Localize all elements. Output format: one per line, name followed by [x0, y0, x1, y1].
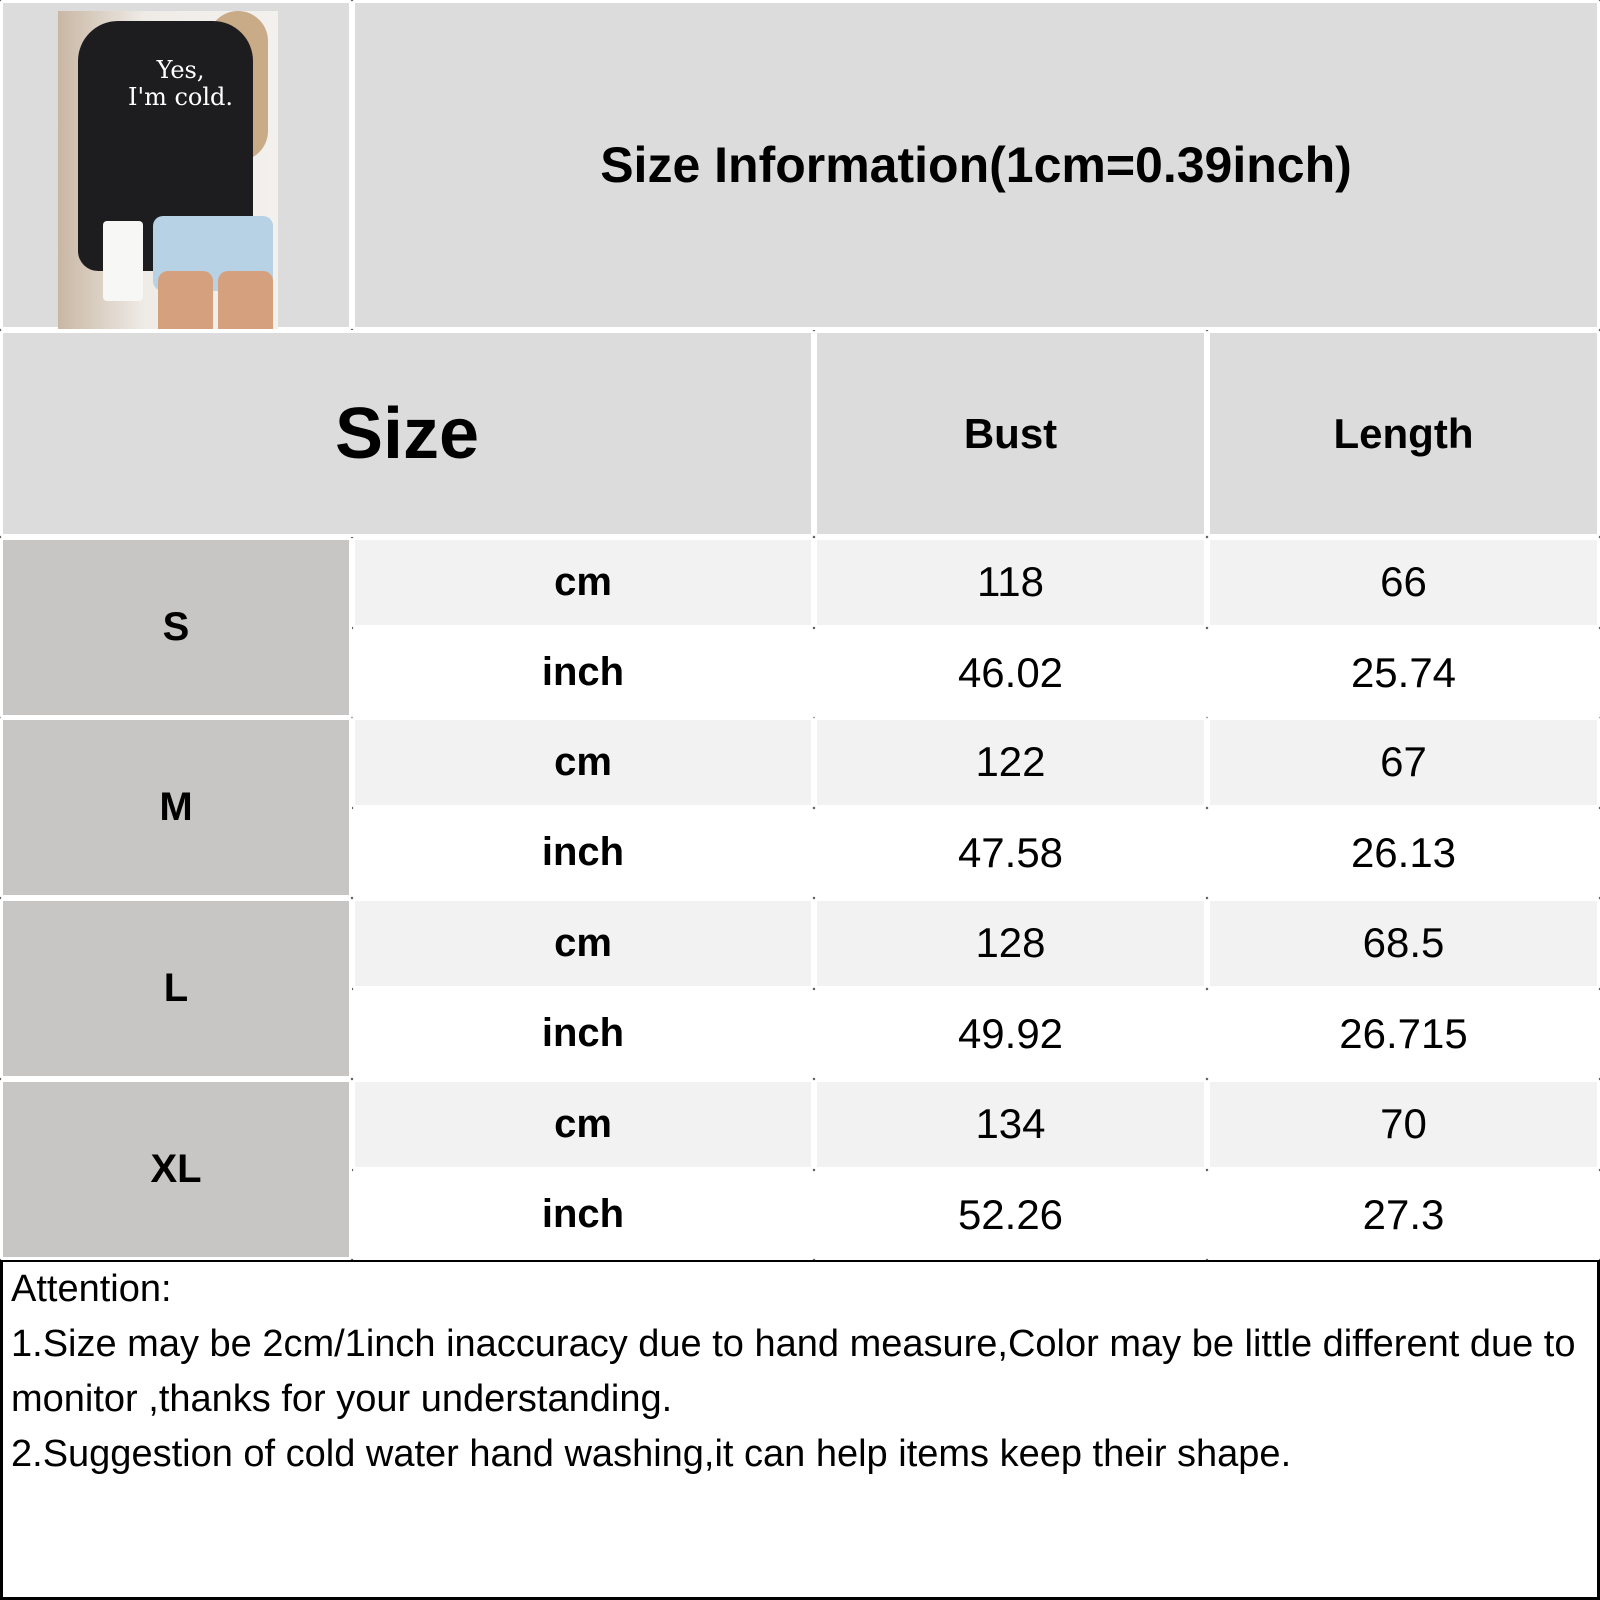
attention-notes: Attention: 1.Size may be 2cm/1inch inacc… — [3, 1262, 1597, 1597]
size-text: XL — [150, 1147, 202, 1191]
unit-text: cm — [554, 739, 612, 784]
bust-cell: 134 — [814, 1079, 1207, 1170]
bust-value: 128 — [975, 919, 1046, 967]
size-text: M — [159, 785, 193, 829]
length-value: 68.5 — [1362, 919, 1445, 967]
note-line: 1.Size may be 2cm/1inch inaccuracy due t… — [11, 1323, 1576, 1420]
unit-cell: cm — [352, 717, 814, 808]
length-value: 70 — [1380, 1100, 1427, 1148]
header-label: Length — [1333, 409, 1474, 457]
header-label: Size — [334, 393, 480, 474]
length-cell: 25.74 — [1207, 627, 1600, 718]
length-value: 25.74 — [1350, 648, 1457, 696]
note-line: 2.Suggestion of cold water hand washing,… — [11, 1433, 1292, 1475]
unit-text: inch — [541, 650, 625, 695]
unit-text: cm — [554, 559, 612, 604]
length-value: 67 — [1380, 738, 1427, 786]
length-value: 26.715 — [1339, 1009, 1468, 1057]
length-cell: 66 — [1207, 537, 1600, 628]
length-cell: 27.3 — [1207, 1169, 1600, 1260]
bust-value: 47.58 — [957, 828, 1064, 876]
bust-cell: 46.02 — [814, 627, 1207, 718]
length-cell: 26.13 — [1207, 807, 1600, 898]
unit-cell: inch — [352, 1169, 814, 1260]
size-label-s: S — [0, 537, 352, 718]
size-label-xl: XL — [0, 1079, 352, 1260]
bust-value: 46.02 — [957, 648, 1064, 696]
column-header-length: Length — [1207, 330, 1600, 537]
length-cell: 70 — [1207, 1079, 1600, 1170]
bust-cell: 52.26 — [814, 1169, 1207, 1260]
unit-cell: cm — [352, 1079, 814, 1170]
length-cell: 68.5 — [1207, 898, 1600, 989]
length-value: 27.3 — [1362, 1190, 1445, 1238]
length-cell: 67 — [1207, 717, 1600, 808]
length-value: 66 — [1380, 558, 1427, 606]
unit-text: inch — [541, 830, 625, 875]
bust-value: 49.92 — [957, 1009, 1064, 1057]
column-header-bust: Bust — [814, 330, 1207, 537]
bust-cell: 49.92 — [814, 988, 1207, 1079]
bust-cell: 128 — [814, 898, 1207, 989]
bust-value: 52.26 — [957, 1190, 1064, 1238]
unit-text: cm — [554, 1101, 612, 1146]
product-image-cell: Yes, I'm cold. — [0, 0, 352, 330]
size-label-l: L — [0, 898, 352, 1079]
unit-cell: inch — [352, 807, 814, 898]
bust-value: 118 — [977, 558, 1044, 606]
bust-cell: 118 — [814, 537, 1207, 628]
length-value: 26.13 — [1350, 828, 1457, 876]
size-text: S — [162, 605, 190, 649]
unit-cell: cm — [352, 537, 814, 628]
header-label: Bust — [963, 409, 1058, 457]
unit-text: cm — [554, 920, 612, 965]
unit-cell: cm — [352, 898, 814, 989]
shirt-print: Yes, I'm cold. — [128, 57, 233, 111]
unit-cell: inch — [352, 627, 814, 718]
bust-value: 134 — [975, 1100, 1046, 1148]
column-header-size: Size — [0, 330, 814, 537]
product-photo: Yes, I'm cold. — [58, 11, 278, 329]
unit-text: inch — [541, 1011, 625, 1056]
length-cell: 26.715 — [1207, 988, 1600, 1079]
page-title: Size Information(1cm=0.39inch) — [352, 0, 1600, 330]
bust-cell: 122 — [814, 717, 1207, 808]
unit-cell: inch — [352, 988, 814, 1079]
print-line: Yes, — [156, 56, 205, 84]
bust-cell: 47.58 — [814, 807, 1207, 898]
title-text: Size Information(1cm=0.39inch) — [600, 137, 1352, 193]
notes-heading: Attention: — [11, 1268, 172, 1310]
bust-value: 122 — [975, 738, 1046, 786]
size-text: L — [163, 966, 189, 1010]
unit-text: inch — [541, 1192, 625, 1237]
size-label-m: M — [0, 717, 352, 898]
print-line: I'm cold. — [128, 83, 234, 111]
